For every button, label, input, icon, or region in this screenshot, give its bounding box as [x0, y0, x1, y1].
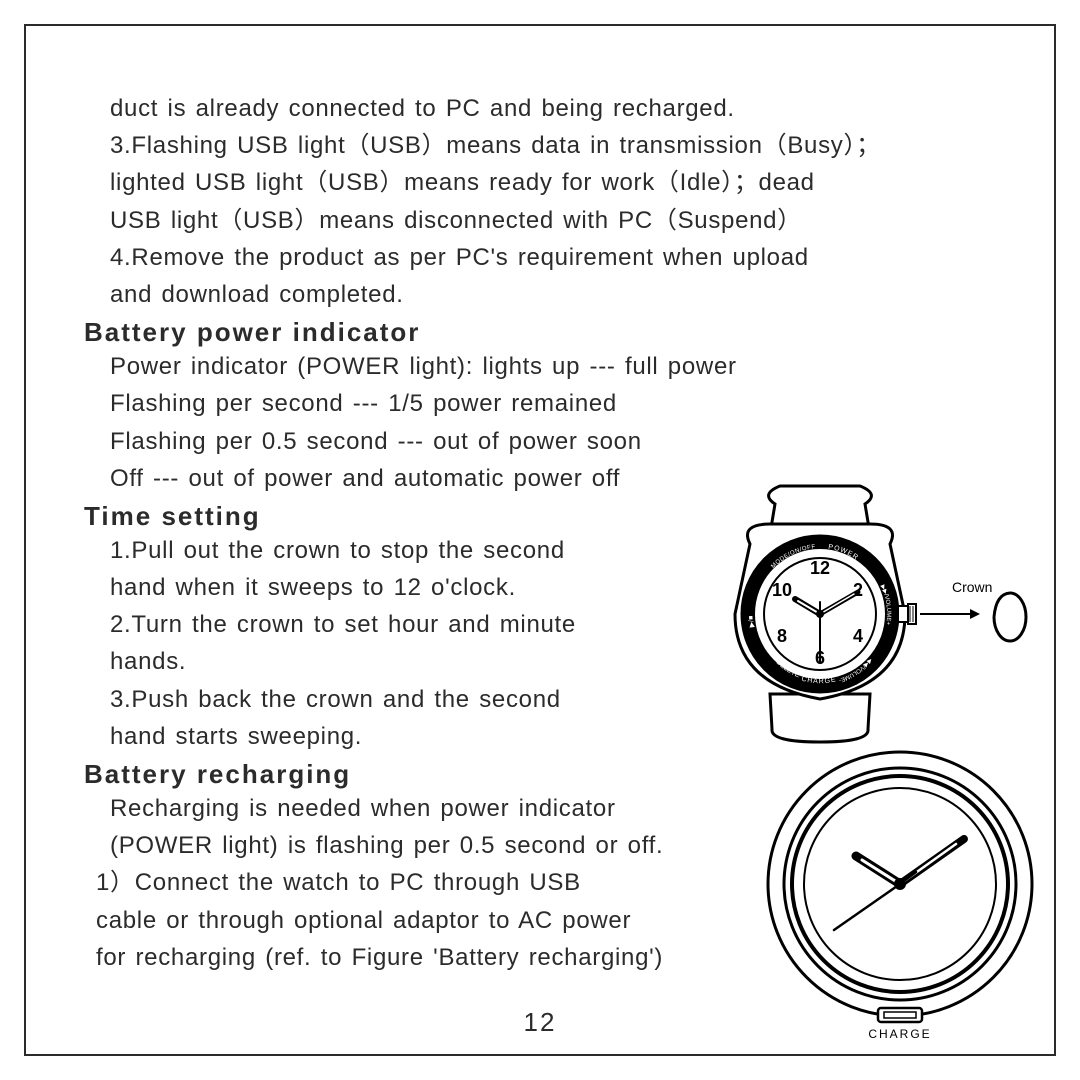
dial-number: 4 — [853, 626, 863, 646]
body-line: Flashing per 0.5 second --- out of power… — [110, 423, 970, 460]
page-number: 12 — [0, 1007, 1080, 1038]
svg-text:▶/■: ▶/■ — [748, 615, 756, 627]
dial-number: 12 — [810, 558, 830, 578]
heading-battery-indicator: Battery power indicator — [84, 317, 970, 348]
figure-watch-crown: MODE/ON/OFF POWER ▶▶/VOLUME+ ◀◀/VOLUME- … — [720, 484, 1040, 744]
body-line: Power indicator (POWER light): lights up… — [110, 348, 970, 385]
intro-line: and download completed. — [110, 276, 970, 313]
crown-label: Crown — [952, 579, 992, 595]
dial-number: 10 — [772, 580, 792, 600]
intro-line: duct is already connected to PC and bein… — [110, 90, 970, 127]
intro-line: USB light（USB）means disconnected with PC… — [110, 202, 970, 239]
bezel-label: ▶/■ — [748, 615, 756, 627]
intro-line: 4.Remove the product as per PC's require… — [110, 239, 970, 276]
figure-watch-charge: CHARGE — [750, 744, 1050, 1044]
body-line: Flashing per second --- 1/5 power remain… — [110, 385, 970, 422]
intro-line: lighted USB light（USB）means ready for wo… — [110, 164, 970, 201]
intro-line: 3.Flashing USB light（USB）means data in t… — [110, 127, 970, 164]
dial-number: 8 — [777, 626, 787, 646]
